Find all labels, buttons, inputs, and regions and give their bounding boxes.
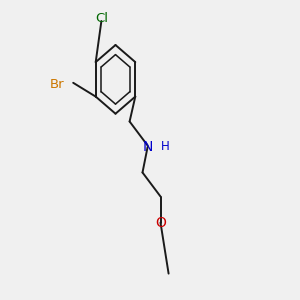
Text: N: N: [142, 140, 153, 154]
Text: H: H: [161, 140, 170, 154]
Text: O: O: [155, 216, 166, 230]
Text: Br: Br: [50, 77, 64, 91]
Text: Cl: Cl: [95, 12, 108, 25]
